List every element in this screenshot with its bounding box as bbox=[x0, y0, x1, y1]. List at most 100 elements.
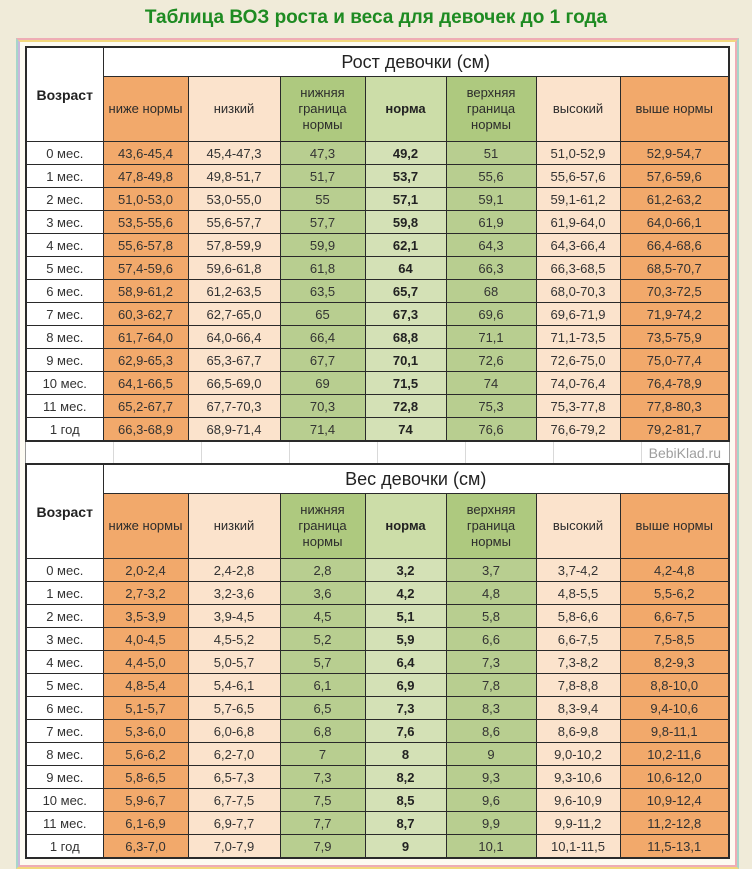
value-cell-upper-border: 8,6 bbox=[445, 719, 537, 743]
value-cell-low: 62,7-65,0 bbox=[187, 302, 281, 326]
value-cell-lower-border: 7,7 bbox=[279, 811, 366, 835]
value-cell-norm: 67,3 bbox=[364, 302, 447, 326]
value-cell-lower-border: 4,5 bbox=[279, 604, 366, 628]
value-cell-upper-border: 69,6 bbox=[445, 302, 537, 326]
decorative-frame: Возраст Рост девочки (см) ниже нормы низк… bbox=[16, 38, 739, 869]
value-cell-low: 6,0-6,8 bbox=[187, 719, 281, 743]
table-row: 11 мес. 6,1-6,9 6,9-7,7 7,7 8,7 9,9 9,9-11,2 11… bbox=[25, 811, 730, 835]
value-cell-upper-border: 9,6 bbox=[445, 788, 537, 812]
value-cell-high: 4,8-5,5 bbox=[535, 581, 621, 605]
value-cell-below-norm: 5,1-5,7 bbox=[102, 696, 189, 720]
age-cell: 5 мес. bbox=[25, 256, 104, 280]
table-row: 8 мес. 5,6-6,2 6,2-7,0 7 8 9 9,0-10,2 10,2-11,6 bbox=[25, 742, 730, 766]
value-cell-below-norm: 2,0-2,4 bbox=[102, 558, 189, 582]
value-cell-above-norm: 8,2-9,3 bbox=[619, 650, 730, 674]
value-cell-upper-border: 55,6 bbox=[445, 164, 537, 188]
column-header-below-norm: ниже нормы bbox=[102, 493, 189, 559]
value-cell-above-norm: 71,9-74,2 bbox=[619, 302, 730, 326]
value-cell-high: 75,3-77,8 bbox=[535, 394, 621, 418]
value-cell-upper-border: 59,1 bbox=[445, 187, 537, 211]
age-cell: 5 мес. bbox=[25, 673, 104, 697]
table-row: 9 мес. 62,9-65,3 65,3-67,7 67,7 70,1 72,6 72,6… bbox=[25, 348, 730, 372]
height-table: Возраст Рост девочки (см) ниже нормы низк… bbox=[25, 46, 730, 442]
value-cell-lower-border: 57,7 bbox=[279, 210, 366, 234]
table-row: 7 мес. 5,3-6,0 6,0-6,8 6,8 7,6 8,6 8,6-9,8 9,8-… bbox=[25, 719, 730, 743]
table-row: 1 мес. 47,8-49,8 49,8-51,7 51,7 53,7 55,6 55,6… bbox=[25, 164, 730, 188]
value-cell-low: 55,6-57,7 bbox=[187, 210, 281, 234]
value-cell-below-norm: 4,4-5,0 bbox=[102, 650, 189, 674]
height-table-title-row: Возраст Рост девочки (см) bbox=[25, 46, 730, 142]
value-cell-norm: 72,8 bbox=[364, 394, 447, 418]
value-cell-low: 7,0-7,9 bbox=[187, 834, 281, 859]
value-cell-high: 7,3-8,2 bbox=[535, 650, 621, 674]
value-cell-low: 6,5-7,3 bbox=[187, 765, 281, 789]
value-cell-upper-border: 66,3 bbox=[445, 256, 537, 280]
value-cell-low: 6,2-7,0 bbox=[187, 742, 281, 766]
value-cell-norm: 71,5 bbox=[364, 371, 447, 395]
value-cell-norm: 65,7 bbox=[364, 279, 447, 303]
value-cell-high: 76,6-79,2 bbox=[535, 417, 621, 442]
value-cell-lower-border: 51,7 bbox=[279, 164, 366, 188]
value-cell-norm: 9 bbox=[364, 834, 447, 859]
value-cell-lower-border: 71,4 bbox=[279, 417, 366, 442]
value-cell-norm: 64 bbox=[364, 256, 447, 280]
value-cell-lower-border: 70,3 bbox=[279, 394, 366, 418]
value-cell-upper-border: 7,3 bbox=[445, 650, 537, 674]
value-cell-lower-border: 7 bbox=[279, 742, 366, 766]
value-cell-high: 74,0-76,4 bbox=[535, 371, 621, 395]
value-cell-norm: 7,3 bbox=[364, 696, 447, 720]
value-cell-above-norm: 9,4-10,6 bbox=[619, 696, 730, 720]
age-cell: 9 мес. bbox=[25, 765, 104, 789]
value-cell-norm: 53,7 bbox=[364, 164, 447, 188]
value-cell-high: 9,3-10,6 bbox=[535, 765, 621, 789]
value-cell-upper-border: 10,1 bbox=[445, 834, 537, 859]
age-cell: 11 мес. bbox=[25, 394, 104, 418]
value-cell-norm: 74 bbox=[364, 417, 447, 442]
value-cell-upper-border: 9 bbox=[445, 742, 537, 766]
value-cell-upper-border: 68 bbox=[445, 279, 537, 303]
value-cell-above-norm: 10,6-12,0 bbox=[619, 765, 730, 789]
value-cell-lower-border: 66,4 bbox=[279, 325, 366, 349]
age-cell: 10 мес. bbox=[25, 788, 104, 812]
value-cell-above-norm: 10,9-12,4 bbox=[619, 788, 730, 812]
value-cell-above-norm: 68,5-70,7 bbox=[619, 256, 730, 280]
value-cell-below-norm: 66,3-68,9 bbox=[102, 417, 189, 442]
value-cell-below-norm: 4,0-4,5 bbox=[102, 627, 189, 651]
value-cell-low: 57,8-59,9 bbox=[187, 233, 281, 257]
age-cell: 6 мес. bbox=[25, 696, 104, 720]
column-header-norm: норма bbox=[364, 493, 447, 559]
value-cell-lower-border: 47,3 bbox=[279, 141, 366, 165]
value-cell-norm: 7,6 bbox=[364, 719, 447, 743]
column-header-below-norm: ниже нормы bbox=[102, 76, 189, 142]
value-cell-high: 9,6-10,9 bbox=[535, 788, 621, 812]
value-cell-low: 61,2-63,5 bbox=[187, 279, 281, 303]
column-header-above-norm: выше нормы bbox=[619, 76, 730, 142]
value-cell-above-norm: 10,2-11,6 bbox=[619, 742, 730, 766]
value-cell-upper-border: 61,9 bbox=[445, 210, 537, 234]
value-cell-upper-border: 3,7 bbox=[445, 558, 537, 582]
value-cell-below-norm: 62,9-65,3 bbox=[102, 348, 189, 372]
table-row: 9 мес. 5,8-6,5 6,5-7,3 7,3 8,2 9,3 9,3-10,6 10,… bbox=[25, 765, 730, 789]
table-row: 5 мес. 57,4-59,6 59,6-61,8 61,8 64 66,3 66,3-6… bbox=[25, 256, 730, 280]
value-cell-lower-border: 7,3 bbox=[279, 765, 366, 789]
page-title: Таблица ВОЗ роста и веса для девочек до … bbox=[144, 7, 608, 28]
value-cell-lower-border: 7,5 bbox=[279, 788, 366, 812]
value-cell-low: 2,4-2,8 bbox=[187, 558, 281, 582]
value-cell-below-norm: 57,4-59,6 bbox=[102, 256, 189, 280]
value-cell-upper-border: 51 bbox=[445, 141, 537, 165]
value-cell-norm: 3,2 bbox=[364, 558, 447, 582]
value-cell-below-norm: 60,3-62,7 bbox=[102, 302, 189, 326]
value-cell-high: 7,8-8,8 bbox=[535, 673, 621, 697]
value-cell-norm: 59,8 bbox=[364, 210, 447, 234]
value-cell-low: 4,5-5,2 bbox=[187, 627, 281, 651]
value-cell-above-norm: 11,5-13,1 bbox=[619, 834, 730, 859]
content-area: Возраст Рост девочки (см) ниже нормы низк… bbox=[18, 40, 737, 867]
value-cell-lower-border: 6,5 bbox=[279, 696, 366, 720]
column-header-upper-border: верхняя граница нормы bbox=[445, 493, 537, 559]
value-cell-high: 51,0-52,9 bbox=[535, 141, 621, 165]
age-cell: 1 мес. bbox=[25, 164, 104, 188]
column-header-high: высокий bbox=[535, 76, 621, 142]
value-cell-below-norm: 55,6-57,8 bbox=[102, 233, 189, 257]
value-cell-low: 5,0-5,7 bbox=[187, 650, 281, 674]
value-cell-low: 3,2-3,6 bbox=[187, 581, 281, 605]
